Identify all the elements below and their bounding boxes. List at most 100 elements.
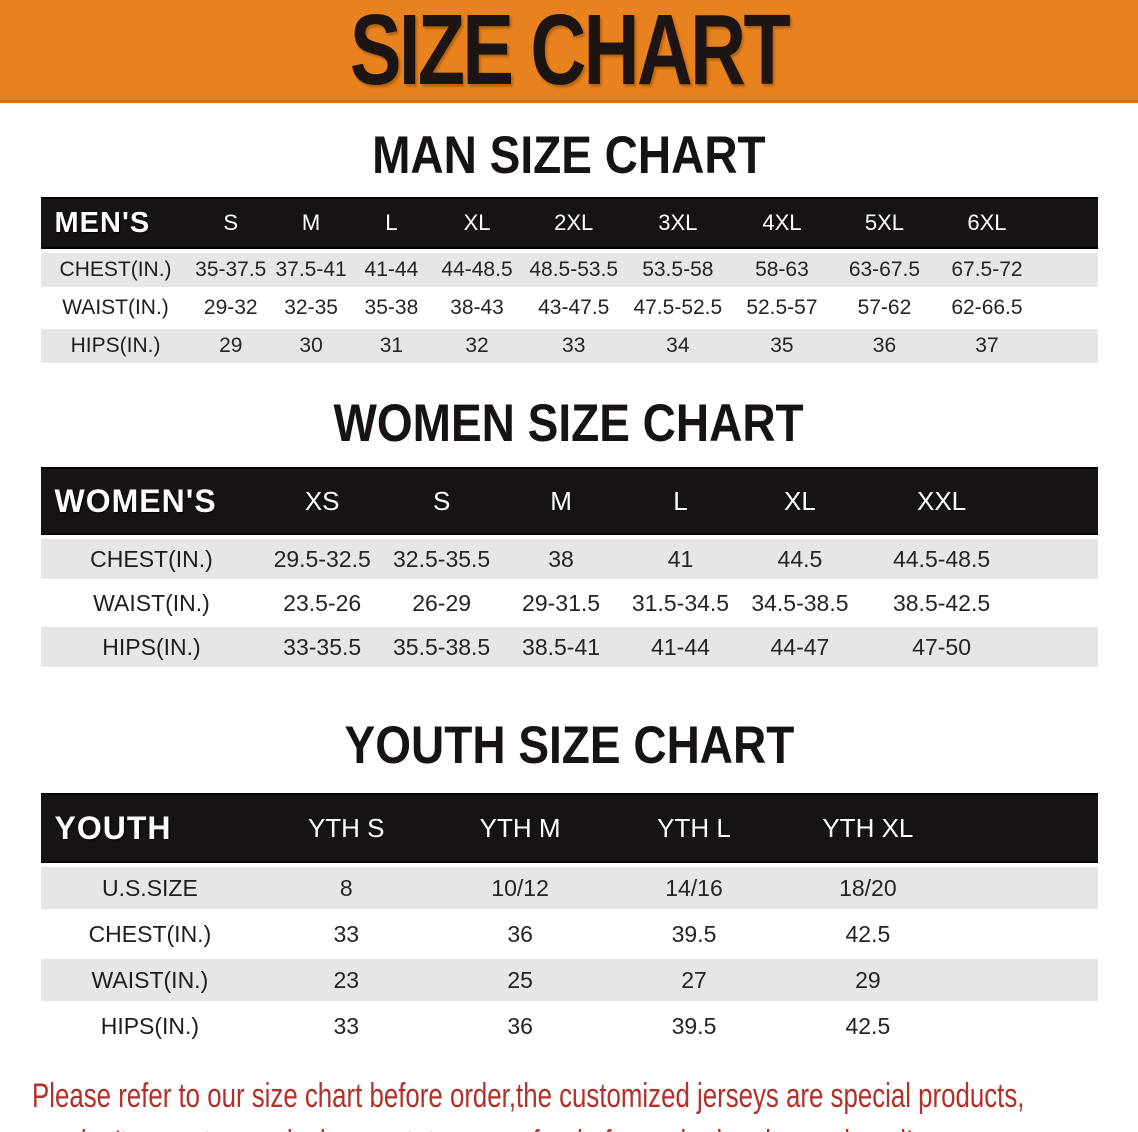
- size-header: YTH M: [433, 793, 608, 863]
- youth-table-wrap: YOUTH YTH S YTH M YTH L YTH XL U.S.SIZE …: [0, 789, 1138, 1051]
- value-cell: 63-67.5: [833, 253, 936, 287]
- men-header-row: MEN'S S M L XL 2XL 3XL 4XL 5XL 6XL: [40, 197, 1098, 249]
- size-header: M: [501, 467, 621, 535]
- value-cell: 35-37.5: [190, 253, 271, 287]
- value-cell: 33-35.5: [262, 627, 382, 667]
- value-cell: 43-47.5: [522, 291, 625, 325]
- spacer-cell: [1038, 253, 1098, 287]
- value-cell: 52.5-57: [730, 291, 834, 325]
- value-cell: 29: [190, 329, 271, 363]
- value-cell: 44-48.5: [431, 253, 523, 287]
- value-cell: 44-47: [740, 627, 860, 667]
- value-cell: 39.5: [607, 913, 781, 955]
- size-header: S: [190, 197, 271, 249]
- men-section-heading: MAN SIZE CHART: [372, 125, 766, 185]
- youth-corner-label: YOUTH: [40, 793, 260, 863]
- women-header-row: WOMEN'S XS S M L XL XXL: [40, 467, 1098, 535]
- women-waist-row: WAIST(IN.) 23.5-26 26-29 29-31.5 31.5-34…: [40, 583, 1098, 623]
- women-table-wrap: WOMEN'S XS S M L XL XXL CHEST(IN.) 29.5-…: [0, 463, 1138, 671]
- size-header: S: [381, 467, 502, 535]
- row-label: CHEST(IN.): [40, 539, 263, 579]
- value-cell: 33: [259, 1005, 434, 1047]
- row-label: U.S.SIZE: [40, 867, 260, 909]
- value-cell: 44.5: [740, 539, 860, 579]
- value-cell: 47-50: [859, 627, 1024, 667]
- value-cell: 38: [501, 539, 621, 579]
- value-cell: 23: [259, 959, 434, 1001]
- value-cell: 67.5-72: [935, 253, 1039, 287]
- spacer-cell: [1023, 627, 1098, 667]
- row-label: WAIST(IN.): [40, 291, 191, 325]
- size-header: XS: [262, 467, 382, 535]
- banner: SIZE CHART: [0, 0, 1138, 106]
- youth-ussize-row: U.S.SIZE 8 10/12 14/16 18/20: [40, 867, 1098, 909]
- size-header: 2XL: [522, 197, 625, 249]
- row-label: CHEST(IN.): [40, 253, 191, 287]
- spacer-cell: [1038, 291, 1098, 325]
- size-header: XXL: [859, 467, 1024, 535]
- value-cell: 29-32: [190, 291, 271, 325]
- value-cell: 42.5: [780, 913, 955, 955]
- value-cell: 36: [433, 913, 608, 955]
- size-header: L: [620, 467, 741, 535]
- value-cell: 32-35: [270, 291, 352, 325]
- youth-header-row: YOUTH YTH S YTH M YTH L YTH XL: [40, 793, 1098, 863]
- men-size-table: MEN'S S M L XL 2XL 3XL 4XL 5XL 6XL CHEST…: [40, 193, 1098, 367]
- youth-chest-row: CHEST(IN.) 33 36 39.5 42.5: [40, 913, 1098, 955]
- youth-hips-row: HIPS(IN.) 33 36 39.5 42.5: [40, 1005, 1098, 1047]
- size-header: YTH L: [607, 793, 781, 863]
- men-corner-label: MEN'S: [40, 197, 191, 249]
- value-cell: 44.5-48.5: [859, 539, 1024, 579]
- value-cell: 27: [607, 959, 781, 1001]
- value-cell: 30: [270, 329, 352, 363]
- value-cell: 32: [431, 329, 523, 363]
- youth-waist-row: WAIST(IN.) 23 25 27 29: [40, 959, 1098, 1001]
- value-cell: 41-44: [351, 253, 432, 287]
- value-cell: 29.5-32.5: [262, 539, 382, 579]
- value-cell: 25: [433, 959, 608, 1001]
- spacer-cell: [1038, 329, 1098, 363]
- row-label: WAIST(IN.): [40, 583, 263, 623]
- value-cell: 32.5-35.5: [381, 539, 502, 579]
- value-cell: 33: [259, 913, 434, 955]
- size-header: XL: [740, 467, 860, 535]
- spacer-cell: [1023, 583, 1098, 623]
- men-chest-row: CHEST(IN.) 35-37.5 37.5-41 41-44 44-48.5…: [40, 253, 1098, 287]
- value-cell: 35: [730, 329, 834, 363]
- row-label: HIPS(IN.): [40, 627, 263, 667]
- page-title: SIZE CHART: [349, 0, 791, 106]
- row-label: WAIST(IN.): [40, 959, 260, 1001]
- value-cell: 31.5-34.5: [620, 583, 741, 623]
- size-header: XL: [431, 197, 523, 249]
- value-cell: 10/12: [433, 867, 608, 909]
- size-header: YTH S: [259, 793, 434, 863]
- value-cell: 38.5-42.5: [859, 583, 1024, 623]
- value-cell: 42.5: [780, 1005, 955, 1047]
- value-cell: 35.5-38.5: [381, 627, 502, 667]
- men-hips-row: HIPS(IN.) 29 30 31 32 33 34 35 36 37: [40, 329, 1098, 363]
- youth-section-heading: YOUTH SIZE CHART: [344, 715, 794, 775]
- youth-size-table: YOUTH YTH S YTH M YTH L YTH XL U.S.SIZE …: [40, 789, 1098, 1051]
- value-cell: 39.5: [607, 1005, 781, 1047]
- spacer-cell: [954, 1005, 1098, 1047]
- spacer-cell: [954, 959, 1098, 1001]
- spacer-cell: [954, 793, 1098, 863]
- value-cell: 53.5-58: [624, 253, 731, 287]
- disclaimer-line-1: Please refer to our size chart before or…: [32, 1077, 1025, 1115]
- value-cell: 18/20: [780, 867, 955, 909]
- women-size-table: WOMEN'S XS S M L XL XXL CHEST(IN.) 29.5-…: [40, 463, 1098, 671]
- size-header: 5XL: [833, 197, 936, 249]
- women-corner-label: WOMEN'S: [40, 467, 263, 535]
- women-hips-row: HIPS(IN.) 33-35.5 35.5-38.5 38.5-41 41-4…: [40, 627, 1098, 667]
- value-cell: 38-43: [431, 291, 523, 325]
- size-header: M: [270, 197, 352, 249]
- value-cell: 41-44: [620, 627, 741, 667]
- spacer-cell: [954, 867, 1098, 909]
- size-header: YTH XL: [780, 793, 955, 863]
- value-cell: 38.5-41: [501, 627, 621, 667]
- size-header: L: [351, 197, 432, 249]
- spacer-cell: [1038, 197, 1098, 249]
- value-cell: 41: [620, 539, 741, 579]
- size-header: 4XL: [730, 197, 834, 249]
